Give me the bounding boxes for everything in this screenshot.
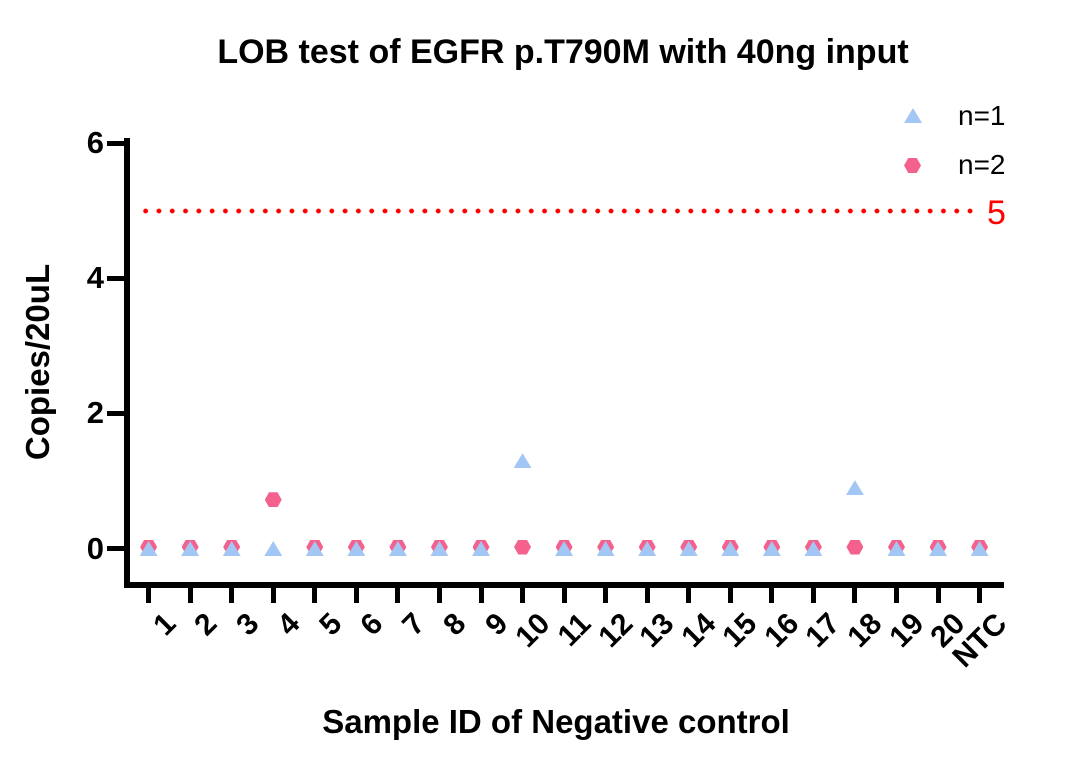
legend-label: n=1 <box>958 100 1006 131</box>
x-axis-tick <box>810 588 816 603</box>
x-axis-tick <box>520 588 526 603</box>
x-axis-tick <box>894 588 899 603</box>
y-tick-label: 2 <box>86 395 104 431</box>
y-tick-label: 4 <box>86 260 104 296</box>
x-axis-tick <box>395 588 401 603</box>
x-axis-tick <box>146 588 152 603</box>
x-axis-tick <box>852 588 858 603</box>
x-axis-tick <box>353 588 359 603</box>
y-tick-label: 6 <box>86 125 104 161</box>
x-axis-tick <box>436 588 442 603</box>
x-axis-tick <box>478 588 484 603</box>
x-axis-tick <box>769 588 775 603</box>
hexagon-icon <box>904 158 921 173</box>
x-axis-tick <box>561 588 567 603</box>
threshold-label: 5 <box>987 194 1006 232</box>
x-axis-tick <box>935 588 941 603</box>
x-axis-title: Sample ID of Negative control <box>322 703 790 740</box>
x-axis-tick <box>312 588 318 603</box>
data-point-marker-n2 <box>846 539 864 555</box>
x-axis-tick <box>686 588 692 603</box>
y-axis-tick <box>107 546 125 551</box>
x-axis-tick <box>644 588 650 603</box>
data-point-marker-n2 <box>514 539 532 555</box>
data-point-marker-n1 <box>264 541 283 556</box>
data-point-marker-n1 <box>513 453 532 469</box>
x-axis-tick <box>603 588 609 603</box>
threshold-line <box>139 208 977 214</box>
chart-title: LOB test of EGFR p.T790M with 40ng input <box>217 33 909 71</box>
x-axis-tick <box>270 588 276 603</box>
x-axis-line <box>124 582 1004 588</box>
data-point-marker-n2 <box>264 492 282 508</box>
y-axis-tick <box>107 410 125 416</box>
y-axis-tick <box>107 275 125 281</box>
x-axis-tick <box>977 588 983 603</box>
legend-label: n=2 <box>958 149 1006 180</box>
y-tick-label: 0 <box>86 530 104 566</box>
x-axis-tick <box>727 588 733 603</box>
triangle-icon <box>904 108 922 123</box>
x-axis-tick <box>229 588 235 603</box>
y-axis-tick <box>107 140 125 146</box>
x-axis-tick <box>187 588 193 603</box>
data-point-marker-n1 <box>845 480 864 496</box>
y-axis-line <box>124 138 130 588</box>
